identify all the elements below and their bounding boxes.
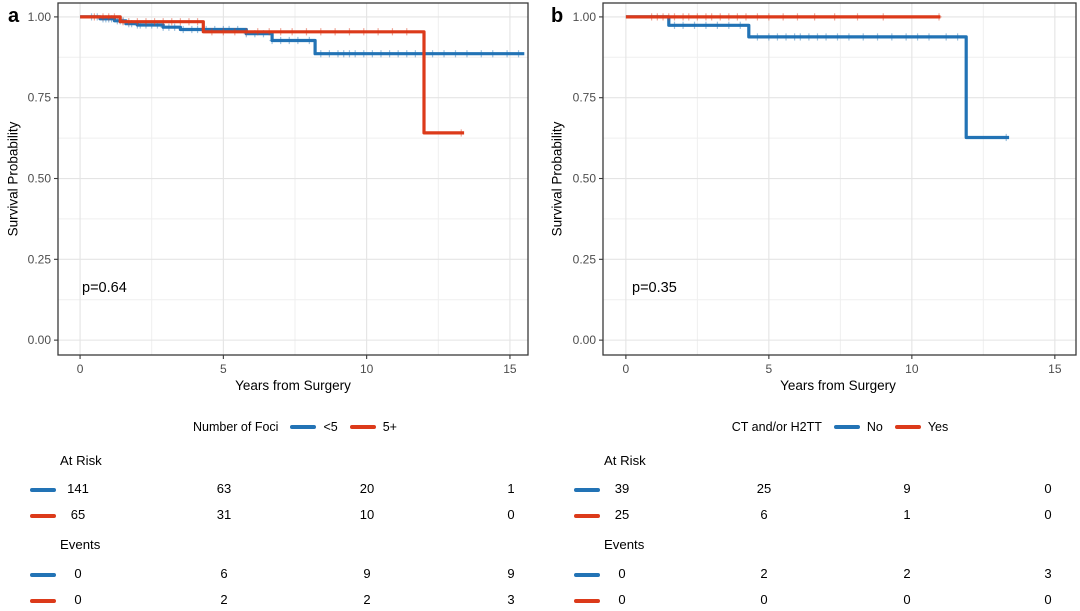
events-cell: 0 bbox=[618, 566, 626, 581]
svg-text:10: 10 bbox=[905, 362, 919, 376]
blue-line-key-icon bbox=[574, 573, 600, 577]
events-cell: 2 bbox=[903, 566, 911, 581]
risk-cell: 1 bbox=[903, 507, 911, 522]
panel-b-legend-entry-yes: Yes bbox=[894, 420, 949, 434]
panel-b-legend-label-yes: Yes bbox=[927, 420, 949, 434]
svg-text:5: 5 bbox=[766, 362, 773, 376]
events-cell: 0 bbox=[618, 592, 626, 607]
svg-text:5: 5 bbox=[220, 362, 227, 376]
svg-text:0: 0 bbox=[623, 362, 630, 376]
risk-cell: 63 bbox=[216, 481, 232, 496]
svg-text:0.75: 0.75 bbox=[28, 91, 52, 105]
blue-line-key-icon bbox=[833, 425, 860, 429]
panel-b-events-header: Events bbox=[604, 537, 645, 552]
svg-text:15: 15 bbox=[1048, 362, 1062, 376]
risk-cell: 25 bbox=[614, 507, 630, 522]
panel-b-y-axis-title: Survival Probability bbox=[549, 121, 565, 237]
risk-cell: 10 bbox=[359, 507, 375, 522]
events-cell: 9 bbox=[507, 566, 515, 581]
svg-text:0.50: 0.50 bbox=[28, 172, 52, 186]
events-cell: 3 bbox=[507, 592, 515, 607]
svg-text:0.25: 0.25 bbox=[573, 252, 597, 266]
risk-cell: 6 bbox=[760, 507, 768, 522]
panel-a-events-header: Events bbox=[60, 537, 101, 552]
red-line-key-icon bbox=[574, 599, 600, 603]
events-cell: 0 bbox=[74, 566, 82, 581]
svg-text:0.75: 0.75 bbox=[573, 91, 597, 105]
svg-text:15: 15 bbox=[503, 362, 517, 376]
panel-b-legend: CT and/or H2TT No Yes bbox=[603, 417, 1077, 437]
events-cell: 0 bbox=[74, 592, 82, 607]
blue-line-key-icon bbox=[30, 488, 56, 492]
events-cell: 2 bbox=[220, 592, 228, 607]
panel-a-legend-label-5plus: 5+ bbox=[382, 420, 397, 434]
red-line-key-icon bbox=[30, 514, 56, 518]
risk-cell: 65 bbox=[70, 507, 86, 522]
panel-a-legend-title: Number of Foci bbox=[193, 420, 279, 434]
km-plots-canvas: 0 5 10 15 0.00 0.25 0.50 0.75 1.00 0 5 10 15 0.00 0.25… bbox=[28, 2, 1077, 376]
risk-cell: 0 bbox=[1044, 507, 1052, 522]
red-line-key-icon bbox=[574, 514, 600, 518]
svg-text:1.00: 1.00 bbox=[573, 10, 597, 24]
svg-text:0.00: 0.00 bbox=[573, 333, 597, 347]
svg-text:0.50: 0.50 bbox=[573, 172, 597, 186]
panel-a-at-risk-header: At Risk bbox=[60, 453, 102, 468]
svg-text:0.00: 0.00 bbox=[28, 333, 52, 347]
risk-cell: 39 bbox=[614, 481, 630, 496]
panel-b-at-risk-header: At Risk bbox=[604, 453, 646, 468]
risk-cell: 1 bbox=[507, 481, 515, 496]
risk-cell: 31 bbox=[216, 507, 232, 522]
blue-line-key-icon bbox=[30, 573, 56, 577]
blue-line-key-icon bbox=[574, 488, 600, 492]
svg-text:10: 10 bbox=[360, 362, 374, 376]
risk-cell: 9 bbox=[903, 481, 911, 496]
panel-b-legend-entry-no: No bbox=[833, 420, 883, 434]
events-cell: 0 bbox=[760, 592, 768, 607]
panel-b-letter: b bbox=[551, 5, 564, 27]
events-cell: 6 bbox=[220, 566, 228, 581]
panel-b-p-value: p=0.35 bbox=[632, 280, 677, 296]
panel-b-legend-label-no: No bbox=[866, 420, 883, 434]
risk-cell: 0 bbox=[507, 507, 515, 522]
panel-a-legend-entry-lt5: <5 bbox=[290, 420, 338, 434]
svg-text:1.00: 1.00 bbox=[28, 10, 52, 24]
svg-text:0: 0 bbox=[77, 362, 84, 376]
panel-a-p-value: p=0.64 bbox=[82, 280, 127, 296]
panel-b-x-axis-title: Years from Surgery bbox=[780, 378, 896, 393]
events-cell: 0 bbox=[903, 592, 911, 607]
red-line-key-icon bbox=[30, 599, 56, 603]
events-cell: 2 bbox=[760, 566, 768, 581]
risk-cell: 25 bbox=[756, 481, 772, 496]
events-cell: 3 bbox=[1044, 566, 1052, 581]
panel-b-legend-title: CT and/or H2TT bbox=[731, 420, 822, 434]
blue-line-key-icon bbox=[290, 425, 317, 429]
panel-a-legend: Number of Foci <5 5+ bbox=[58, 417, 532, 437]
red-line-key-icon bbox=[349, 425, 376, 429]
risk-cell: 0 bbox=[1044, 481, 1052, 496]
panel-a-x-axis-title: Years from Surgery bbox=[235, 378, 351, 393]
risk-cell: 141 bbox=[67, 481, 89, 496]
events-cell: 9 bbox=[363, 566, 371, 581]
svg-text:0.25: 0.25 bbox=[28, 252, 52, 266]
events-cell: 2 bbox=[363, 592, 371, 607]
events-cell: 0 bbox=[1044, 592, 1052, 607]
panel-a-legend-label-lt5: <5 bbox=[323, 420, 338, 434]
risk-cell: 20 bbox=[359, 481, 375, 496]
panel-a-letter: a bbox=[8, 5, 20, 27]
red-line-key-icon bbox=[894, 425, 921, 429]
panel-a-y-axis-title: Survival Probability bbox=[5, 121, 21, 237]
panel-a-legend-entry-5plus: 5+ bbox=[349, 420, 397, 434]
